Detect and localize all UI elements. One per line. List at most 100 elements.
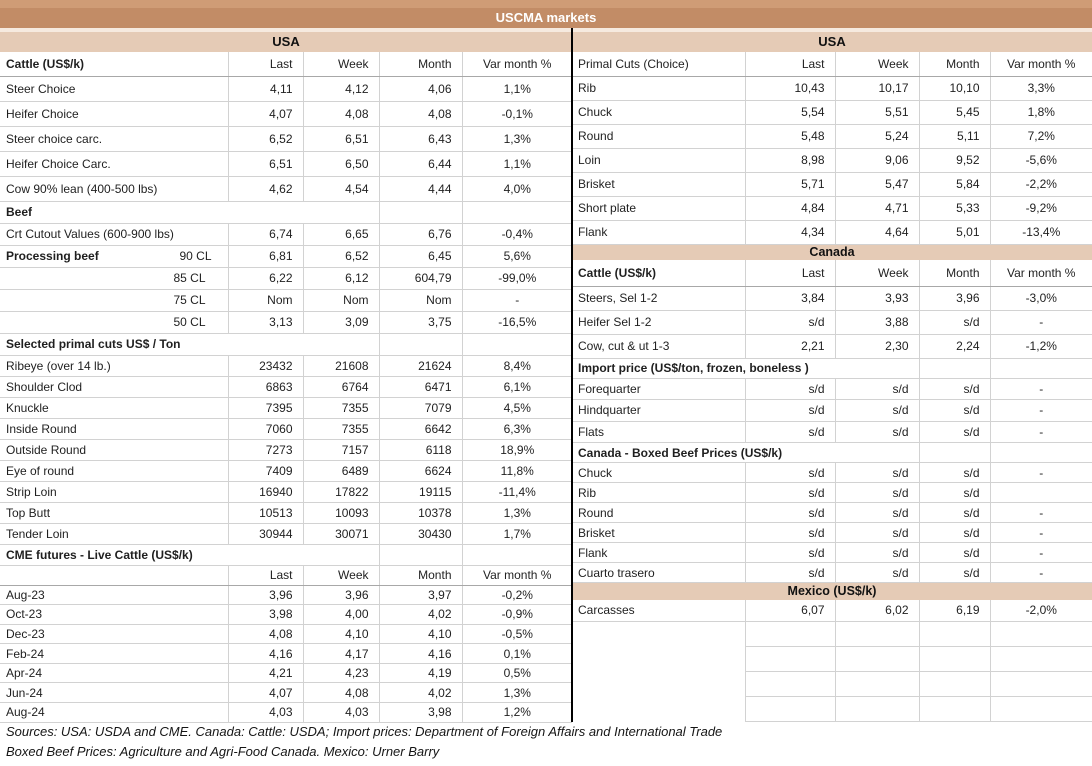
row-label: Rib <box>572 76 746 101</box>
value-cell: 6,51 <box>303 126 380 152</box>
value-cell: 4,34 <box>745 220 836 245</box>
value-cell: 5,01 <box>919 220 991 245</box>
value-cell: 6,81 <box>228 245 304 268</box>
value-cell: 4,08 <box>228 624 304 645</box>
value-cell <box>990 646 1092 672</box>
value-cell: s/d <box>919 482 991 503</box>
value-cell: s/d <box>835 378 920 400</box>
row-label: Flats <box>572 421 746 443</box>
value-cell: 3,84 <box>745 286 836 311</box>
region-header-usa-right: USA <box>572 32 1092 52</box>
value-cell: s/d <box>919 378 991 400</box>
row-label: 50 CL <box>0 311 229 334</box>
value-cell <box>745 671 836 697</box>
value-cell: s/d <box>745 399 836 422</box>
value-cell: s/d <box>745 542 836 563</box>
value-cell: 7,2% <box>990 124 1092 149</box>
row-label <box>572 621 746 647</box>
value-cell: -0,1% <box>462 101 572 127</box>
value-cell: 6,22 <box>228 267 304 290</box>
row-label: Knuckle <box>0 397 229 419</box>
value-cell: 7355 <box>303 397 380 419</box>
table-row: Round s/d s/d s/d - <box>572 502 1092 523</box>
value-cell: 4,03 <box>228 702 304 723</box>
value-cell: - <box>990 502 1092 523</box>
value-cell: s/d <box>835 462 920 483</box>
value-cell: 4,0% <box>462 176 572 202</box>
value-cell: 4,84 <box>745 196 836 221</box>
table-row: Strip Loin 16940 17822 19115 -11,4% <box>0 481 572 503</box>
row-group-label: Cattle (US$/k) <box>0 52 229 77</box>
table-row: Round 5,48 5,24 5,11 7,2% <box>572 124 1092 149</box>
table-row: Cuarto trasero s/d s/d s/d - <box>572 562 1092 583</box>
region-band-row: Canada <box>572 244 1092 260</box>
value-cell <box>303 333 380 356</box>
value-cell: 23432 <box>228 355 304 377</box>
value-cell: 5,24 <box>835 124 920 149</box>
row-label: Feb-24 <box>0 643 229 664</box>
value-cell: s/d <box>835 399 920 422</box>
table-row: Cow 90% lean (400-500 lbs) 4,62 4,54 4,44 4,… <box>0 176 572 202</box>
section-label: Beef <box>0 201 303 224</box>
row-label: Jun-24 <box>0 682 229 704</box>
column-header-row: Last Week Month Var month % <box>0 565 572 586</box>
table-row: 50 CL 3,13 3,09 3,75 -16,5% <box>0 311 572 334</box>
section-label: CME futures - Live Cattle (US$/k) <box>0 544 303 566</box>
value-cell: s/d <box>919 310 991 335</box>
value-cell: 6118 <box>379 439 463 461</box>
row-label: Eye of round <box>0 460 229 482</box>
value-cell: 7273 <box>228 439 304 461</box>
table-row: Rib 10,43 10,17 10,10 3,3% <box>572 76 1092 101</box>
table-row: Knuckle 7395 7355 7079 4,5% <box>0 397 572 419</box>
column-header: Var month % <box>990 260 1092 287</box>
row-label <box>572 696 746 722</box>
column-header: Var month % <box>990 52 1092 77</box>
table-row: Aug-24 4,03 4,03 3,98 1,2% <box>0 702 572 723</box>
value-cell: Nom <box>303 289 380 312</box>
value-cell: 30430 <box>379 523 463 545</box>
section-row: Beef <box>0 201 572 224</box>
value-cell: -16,5% <box>462 311 572 334</box>
value-cell: 3,75 <box>379 311 463 334</box>
row-label: Flank <box>572 220 746 245</box>
value-cell: s/d <box>745 421 836 443</box>
value-cell: 6,65 <box>303 223 380 246</box>
table-row: Aug-23 3,96 3,96 3,97 -0,2% <box>0 585 572 606</box>
value-cell: -9,2% <box>990 196 1092 221</box>
value-cell: s/d <box>835 562 920 583</box>
header-gap <box>0 28 1092 32</box>
table-row: Carcasses 6,07 6,02 6,19 -2,0% <box>572 599 1092 622</box>
value-cell: - <box>990 421 1092 443</box>
value-cell <box>745 696 836 722</box>
table-row: Crt Cutout Values (600-900 lbs) 6,74 6,65 6… <box>0 223 572 246</box>
value-cell: 4,07 <box>228 101 304 127</box>
table-row: Brisket 5,71 5,47 5,84 -2,2% <box>572 172 1092 197</box>
row-label: Outside Round <box>0 439 229 461</box>
value-cell: s/d <box>919 421 991 443</box>
value-cell: 2,30 <box>835 334 920 359</box>
value-cell: -5,6% <box>990 148 1092 173</box>
value-cell: 19115 <box>379 481 463 503</box>
value-cell: 4,64 <box>835 220 920 245</box>
table-row: Flats s/d s/d s/d - <box>572 421 1092 443</box>
value-cell: 3,88 <box>835 310 920 335</box>
value-cell: s/d <box>919 562 991 583</box>
table-row: Brisket s/d s/d s/d - <box>572 522 1092 543</box>
row-label: Round <box>572 502 746 523</box>
row-label: Steer choice carc. <box>0 126 229 152</box>
section-label: Selected primal cuts US$ / Ton <box>0 333 303 356</box>
value-cell: -0,5% <box>462 624 572 645</box>
table-row: Short plate 4,84 4,71 5,33 -9,2% <box>572 196 1092 221</box>
row-label: Inside Round <box>0 418 229 440</box>
value-cell: 7395 <box>228 397 304 419</box>
column-header: Last <box>745 52 836 77</box>
value-cell: 4,71 <box>835 196 920 221</box>
value-cell: 6,43 <box>379 126 463 152</box>
column-header: Month <box>919 52 991 77</box>
value-cell: 5,6% <box>462 245 572 268</box>
row-label: Short plate <box>572 196 746 221</box>
region-header-usa-left: USA <box>0 32 572 52</box>
value-cell: 10378 <box>379 502 463 524</box>
value-cell <box>462 201 572 224</box>
region-band-row: Mexico (US$/k) <box>572 582 1092 600</box>
